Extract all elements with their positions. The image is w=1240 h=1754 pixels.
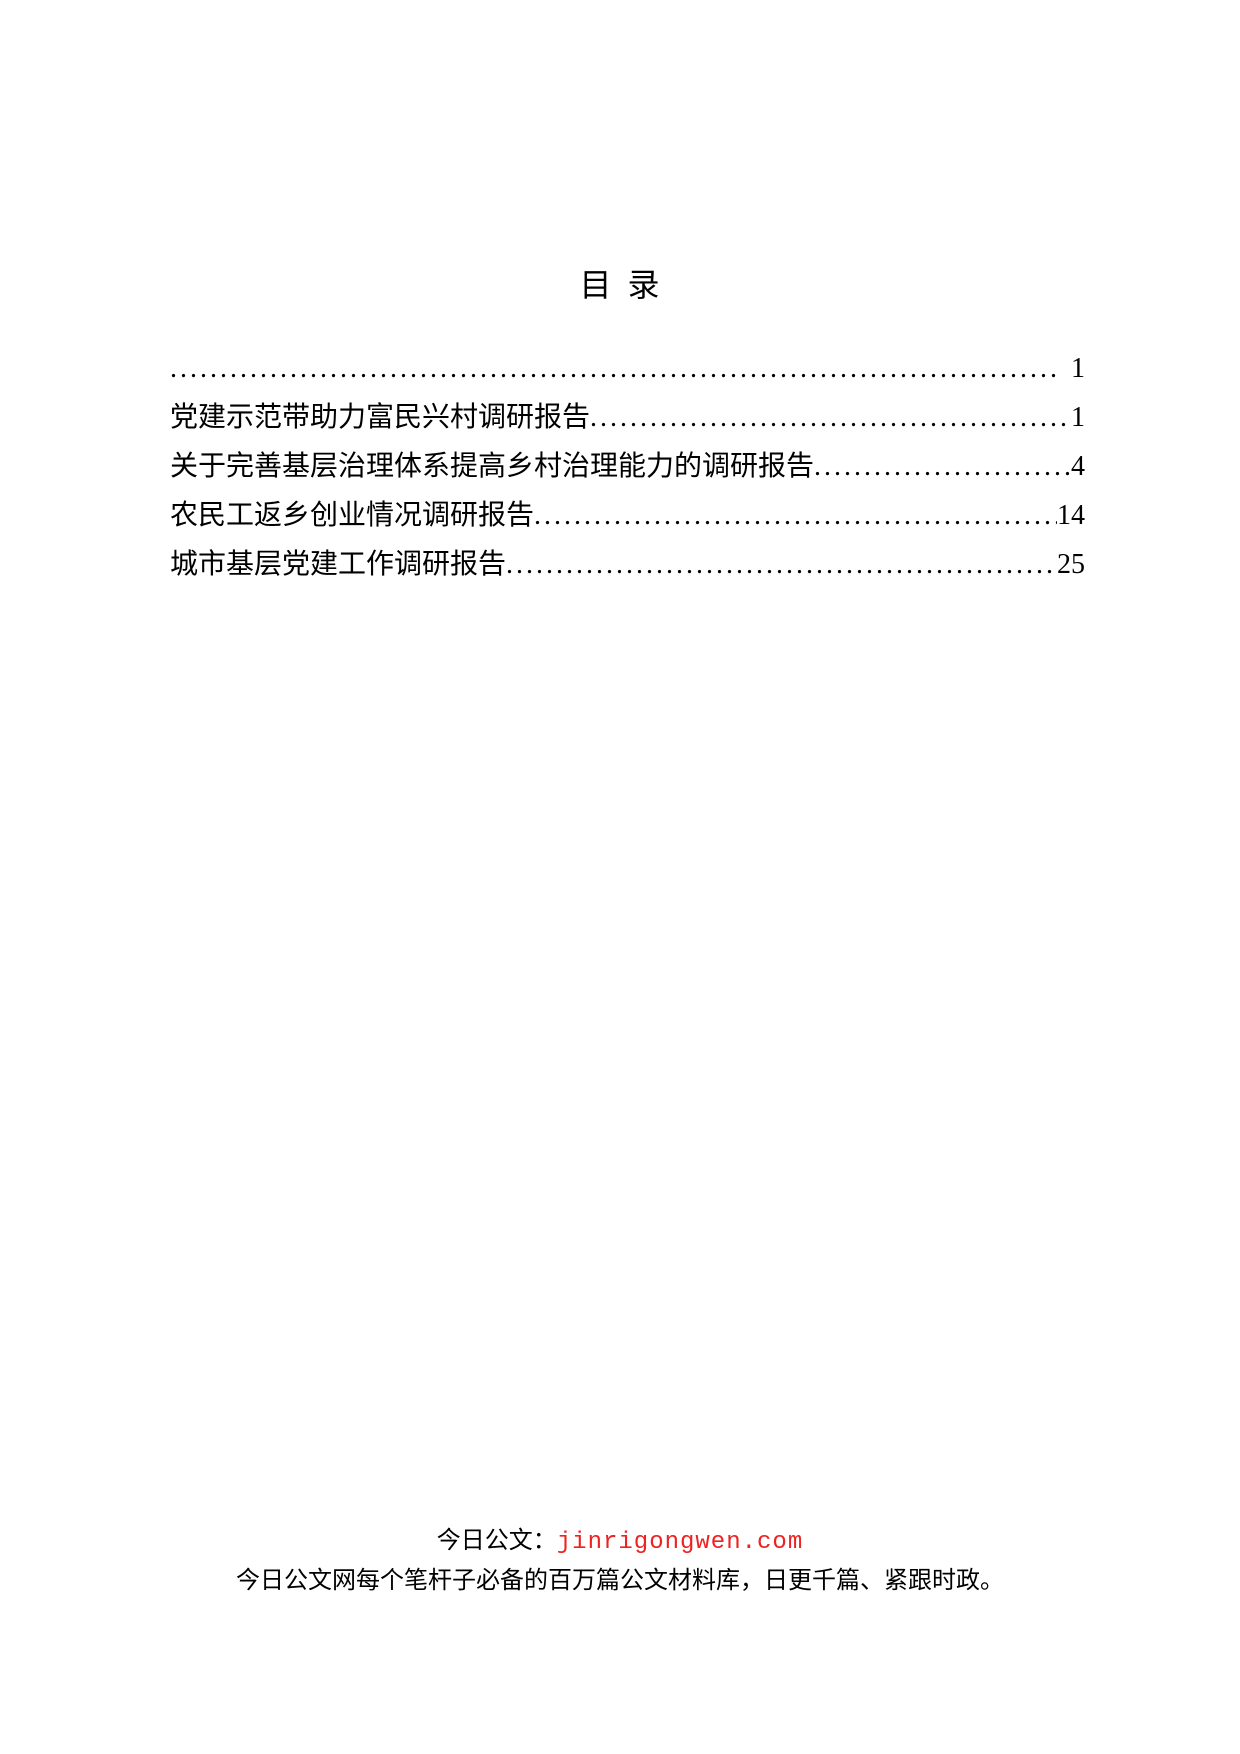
toc-entry-page: 25 <box>1057 540 1085 589</box>
toc-dots: ........................................… <box>590 393 1071 442</box>
toc-title: 目录 <box>170 260 1085 306</box>
footer-line-1: 今日公文：jinrigongwen.com <box>0 1523 1240 1561</box>
footer-url: jinrigongwen.com <box>557 1529 803 1556</box>
toc-dots: ........................................… <box>170 344 1071 393</box>
toc-dots: ........................................… <box>534 491 1057 540</box>
toc-entry-page: 4 <box>1071 442 1085 491</box>
toc-entry: 关于完善基层治理体系提高乡村治理能力的调研报告 ................… <box>170 442 1085 491</box>
toc-dots: ........................................… <box>814 442 1071 491</box>
toc-entry-text: 城市基层党建工作调研报告 <box>170 540 506 589</box>
toc-entry: 农民工返乡创业情况调研报告 ..........................… <box>170 491 1085 540</box>
toc-dots: ........................................… <box>506 540 1057 589</box>
footer-prefix: 今日公文： <box>437 1528 557 1554</box>
toc-entry-text: 关于完善基层治理体系提高乡村治理能力的调研报告 <box>170 442 814 491</box>
footer-line-2: 今日公文网每个笔杆子必备的百万篇公文材料库，日更千篇、紧跟时政。 <box>0 1563 1240 1599</box>
toc-entry-text: 党建示范带助力富民兴村调研报告 <box>170 393 590 442</box>
toc-entry-page: 1 <box>1071 393 1085 442</box>
toc-entry-page: 14 <box>1057 491 1085 540</box>
toc-entry: ........................................… <box>170 344 1085 393</box>
toc-entry: 党建示范带助力富民兴村调研报告 ........................… <box>170 393 1085 442</box>
document-page: 目录 .....................................… <box>0 0 1240 1754</box>
page-footer: 今日公文：jinrigongwen.com 今日公文网每个笔杆子必备的百万篇公文… <box>0 1523 1240 1599</box>
toc-entry-text: 农民工返乡创业情况调研报告 <box>170 491 534 540</box>
table-of-contents: ........................................… <box>170 344 1085 589</box>
toc-entry-page: 1 <box>1071 344 1085 393</box>
toc-entry: 城市基层党建工作调研报告 ...........................… <box>170 540 1085 589</box>
